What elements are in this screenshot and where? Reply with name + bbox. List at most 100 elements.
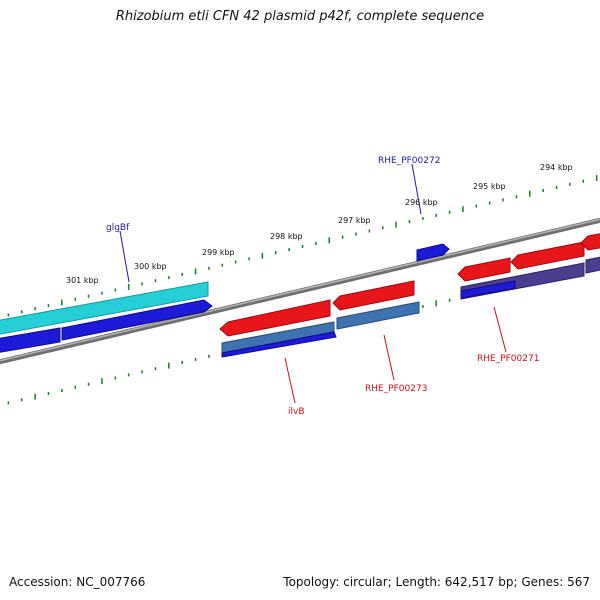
feature-RHE_PF00272[interactable] — [416, 243, 450, 262]
minor-tick-mark — [341, 235, 344, 239]
minor-tick-mark — [141, 282, 143, 286]
minor-tick-mark — [221, 263, 223, 267]
feature-slate-right — [585, 256, 600, 274]
minor-tick-mark — [422, 217, 424, 220]
minor-tick-mark — [555, 185, 558, 189]
minor-tick-mark — [569, 182, 571, 186]
minor-tick-mark — [7, 401, 10, 405]
minor-tick-mark — [208, 266, 210, 270]
minor-tick-mark — [87, 294, 90, 298]
minor-tick-mark — [515, 195, 518, 199]
leader-glgBf — [119, 230, 130, 283]
minor-tick-mark — [181, 273, 183, 276]
minor-tick-mark — [87, 382, 90, 386]
feature-blue-left — [0, 327, 61, 353]
gene-label-RHE_PF00272[interactable]: RHE_PF00272 — [378, 156, 440, 166]
tick-label-298: 298 kbp — [270, 232, 303, 241]
feature-RHE_PF00273[interactable] — [336, 301, 420, 330]
major-tick-mark — [328, 237, 330, 244]
major-tick-mark — [127, 283, 130, 290]
major-tick-mark — [595, 175, 598, 182]
tick-label-294: 294 kbp — [540, 163, 573, 172]
minor-tick-mark — [154, 367, 157, 371]
topology-stats-text: Topology: circular; Length: 642,517 bp; … — [283, 575, 590, 589]
minor-tick-mark — [127, 373, 130, 377]
minor-tick-mark — [7, 313, 10, 317]
minor-tick-mark — [248, 257, 250, 261]
minor-tick-mark — [194, 357, 197, 361]
feature-blue-ilvB — [221, 331, 337, 358]
minor-tick-mark — [181, 361, 183, 364]
tick-label-300: 300 kbp — [134, 262, 167, 271]
tick-label-301: 301 kbp — [66, 276, 99, 285]
tick-label-295: 295 kbp — [473, 182, 506, 191]
minor-tick-mark — [275, 251, 277, 255]
minor-tick-mark — [448, 298, 451, 302]
leader-RHE_PF00273 — [383, 334, 395, 381]
minor-tick-mark — [355, 232, 357, 236]
minor-tick-mark — [488, 201, 491, 205]
tick-label-297: 297 kbp — [338, 216, 371, 225]
gene-label-RHE_PF00271[interactable]: RHE_PF00271 — [477, 354, 539, 364]
major-tick-mark — [261, 252, 264, 259]
accession-text: Accession: NC_007766 — [9, 575, 146, 589]
feature-red-5 — [580, 233, 600, 251]
minor-tick-mark — [21, 310, 23, 314]
tick-label-299: 299 kbp — [202, 248, 235, 257]
major-tick-mark — [462, 206, 464, 213]
minor-tick-mark — [141, 370, 143, 374]
map-title: Rhizobium etli CFN 42 plasmid p42f, comp… — [115, 9, 485, 24]
major-tick-mark — [194, 268, 197, 275]
minor-tick-mark — [288, 248, 290, 252]
minor-tick-mark — [435, 213, 437, 217]
minor-tick-mark — [475, 204, 478, 208]
leader-RHE_PF00271 — [493, 306, 507, 353]
feature-ilvB[interactable] — [219, 299, 331, 337]
minor-tick-mark — [74, 297, 76, 301]
minor-tick-mark — [542, 189, 544, 192]
major-tick-mark — [101, 378, 103, 385]
minor-tick-mark — [582, 179, 584, 183]
minor-tick-mark — [154, 279, 157, 283]
minor-tick-mark — [47, 392, 50, 396]
minor-tick-mark — [114, 376, 117, 380]
feature-red-4 — [510, 241, 585, 270]
leader-ilvB — [284, 357, 296, 404]
gene-label-glgBf[interactable]: glgBf — [106, 223, 130, 233]
major-tick-mark — [395, 221, 397, 228]
minor-tick-mark — [21, 398, 23, 402]
feature-blue-inner-right — [460, 280, 516, 299]
minor-tick-mark — [61, 389, 63, 392]
gene-label-ilvB[interactable]: ilvB — [288, 407, 305, 417]
tick-label-296: 296 kbp — [405, 198, 438, 207]
feature-red-3 — [457, 257, 511, 282]
major-tick-mark — [61, 299, 63, 306]
minor-tick-mark — [502, 198, 504, 202]
minor-tick-mark — [315, 241, 317, 245]
minor-tick-mark — [34, 307, 36, 311]
major-tick-mark — [34, 393, 36, 400]
minor-tick-mark — [301, 245, 304, 248]
leader-RHE_PF00272 — [411, 163, 422, 215]
minor-tick-mark — [422, 305, 424, 308]
minor-tick-mark — [168, 276, 170, 280]
minor-tick-mark — [408, 220, 411, 224]
minor-tick-mark — [101, 291, 103, 295]
minor-tick-mark — [234, 260, 237, 264]
minor-tick-mark — [114, 288, 117, 292]
minor-tick-mark — [47, 304, 50, 308]
feature-blue-long — [61, 299, 213, 341]
minor-tick-mark — [208, 354, 210, 358]
major-tick-mark — [168, 362, 170, 369]
gene-label-RHE_PF00273[interactable]: RHE_PF00273 — [365, 384, 427, 394]
minor-tick-mark — [382, 226, 384, 230]
major-tick-mark — [435, 300, 437, 307]
feature-glgBf[interactable] — [0, 281, 209, 336]
minor-tick-mark — [74, 385, 76, 389]
outer-tick-track — [7, 175, 598, 317]
minor-tick-mark — [368, 229, 371, 233]
major-tick-mark — [529, 190, 531, 197]
backbone-highlight — [0, 218, 600, 362]
